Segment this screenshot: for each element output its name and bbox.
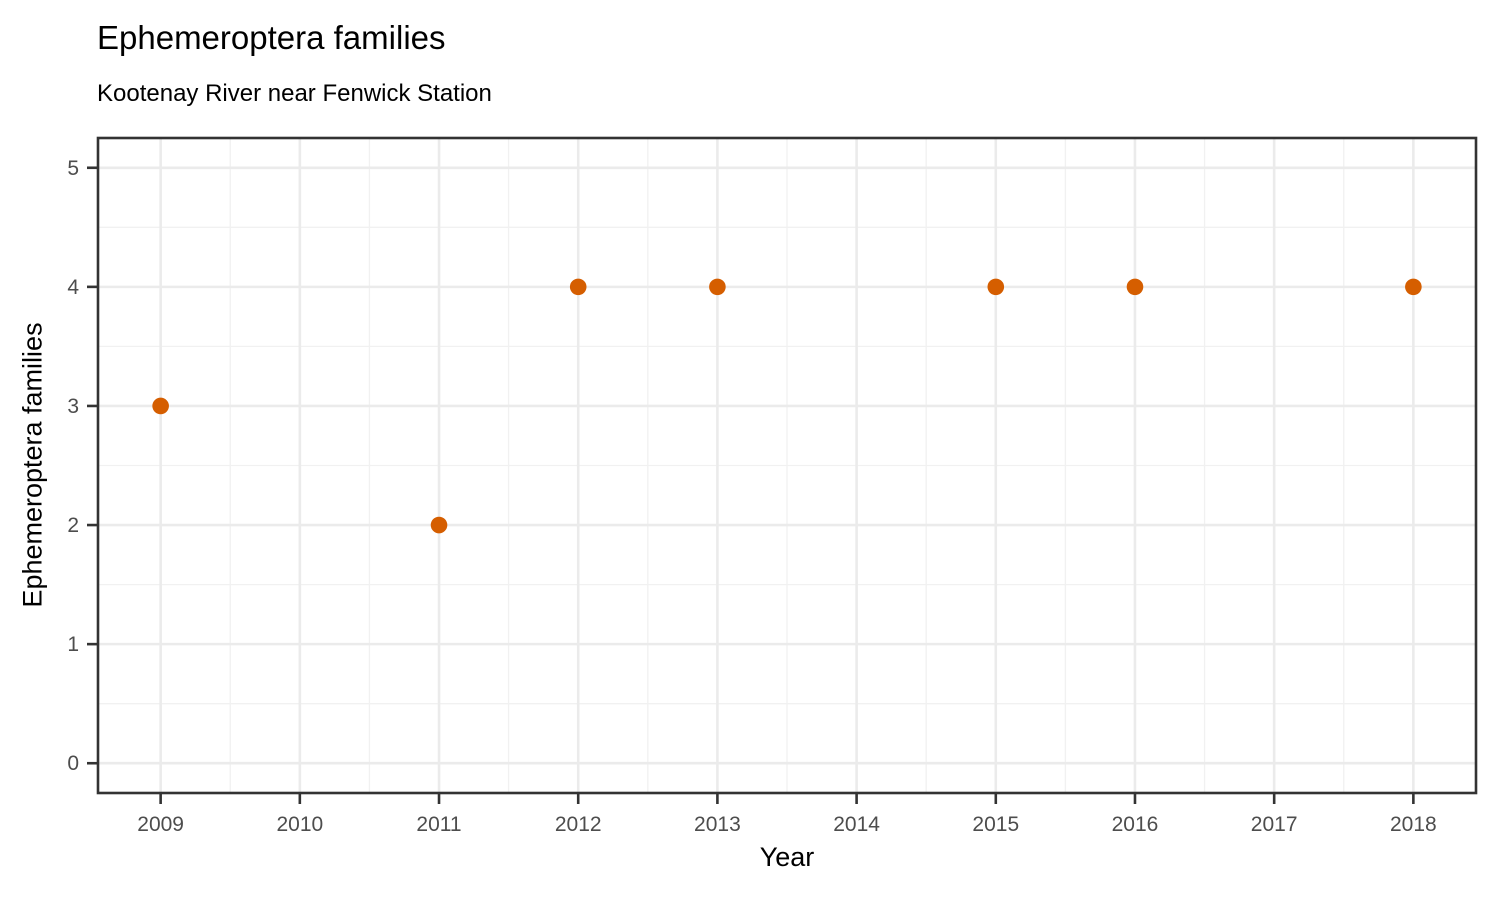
data-point [987,278,1005,296]
x-tick-label: 2014 [833,813,880,836]
data-point [569,278,587,296]
x-tick-label: 2012 [555,813,602,836]
x-tick-label: 2011 [416,813,461,836]
axis-ticks [87,166,1415,804]
y-tick-label: 1 [67,633,79,656]
y-axis-title: Ephemeroptera families [17,322,48,608]
x-tick-label: 2010 [276,813,323,836]
chart-title: Ephemeroptera families [97,19,446,56]
data-point [1126,278,1144,296]
data-point [152,397,169,415]
x-axis-title: Year [759,842,815,872]
y-tick-labels: 0 1 2 3 4 5 [67,157,79,775]
data-point [430,516,448,534]
x-tick-label: 2017 [1251,813,1298,836]
grid-major [98,138,1476,793]
y-tick-label: 4 [67,276,79,299]
data-point [1405,278,1422,296]
y-tick-label: 3 [67,395,79,418]
y-tick-label: 5 [67,157,79,180]
x-tick-label: 2009 [137,813,184,836]
panel-border [96,136,1478,795]
x-tick-label: 2016 [1112,813,1159,836]
x-tick-label: 2018 [1390,813,1437,836]
x-tick-label: 2013 [694,813,741,836]
y-tick-label: 0 [67,752,79,775]
x-tick-labels: 2009 2010 2011 2012 2013 2014 2015 2016 2017 2018 [137,813,1436,836]
y-tick-label: 2 [67,514,79,537]
data-point [709,278,726,296]
chart-subtitle: Kootenay River near Fenwick Station [97,80,492,107]
data-points [152,278,1422,534]
x-tick-label: 2015 [972,813,1019,836]
grid-minor [98,138,1476,793]
